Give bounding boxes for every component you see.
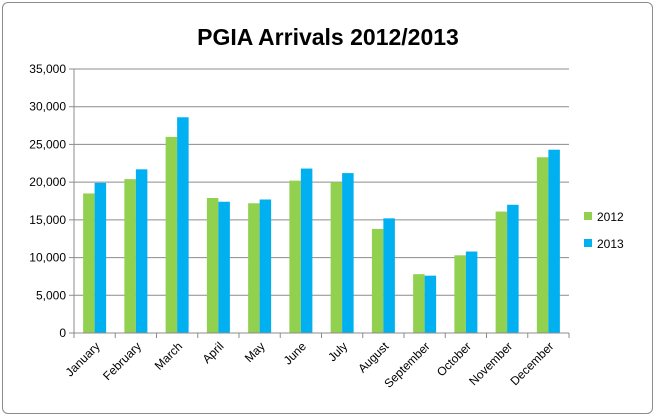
legend-item-2012: 2012: [584, 210, 624, 224]
bar-2012-june: [289, 180, 301, 333]
bar-2013-september: [424, 275, 437, 333]
bar-2013-august: [383, 218, 395, 333]
bar-2013-november: [507, 204, 519, 333]
x-tick-label-november: November: [466, 339, 515, 388]
bar-2013-december: [548, 149, 560, 333]
y-tick-label: 0: [59, 326, 66, 340]
chart-title: PGIA Arrivals 2012/2013: [197, 24, 459, 50]
bar-2013-february: [135, 169, 148, 333]
bar-2013-july: [342, 173, 354, 333]
bar-2013-march: [177, 117, 189, 333]
x-tick-label-october: October: [434, 339, 474, 379]
bar-2013-june: [300, 168, 313, 333]
legend-item-2013: 2013: [584, 237, 624, 251]
x-tick-label-february: February: [100, 339, 144, 383]
y-tick-label: 25,000: [29, 137, 66, 151]
legend: 2012 2013: [584, 210, 624, 251]
legend-label: 2013: [597, 237, 624, 251]
bar-2012-november: [495, 211, 508, 333]
bar-2012-september: [413, 274, 425, 333]
bar-2012-january: [83, 193, 95, 333]
bar-2013-october: [465, 251, 478, 333]
x-tick-label-july: July: [325, 339, 350, 364]
x-tick-label-january: January: [63, 339, 103, 379]
y-tick-label: 35,000: [29, 62, 66, 76]
bars-layer: [83, 117, 560, 333]
x-tick-label-december: December: [507, 339, 556, 388]
bar-2013-january: [94, 182, 107, 333]
legend-swatch: [584, 239, 592, 247]
bar-2013-may: [259, 199, 272, 333]
bar-2012-october: [454, 255, 466, 333]
bar-2013-april: [218, 201, 230, 333]
bar-2012-february: [124, 179, 136, 333]
bar-2012-may: [248, 203, 260, 333]
x-tick-label-april: April: [200, 339, 227, 366]
bar-2012-march: [165, 136, 178, 333]
bar-2012-august: [371, 228, 384, 333]
bar-2012-april: [206, 197, 219, 333]
y-tick-label: 30,000: [29, 100, 66, 114]
grid-layer: [74, 68, 569, 296]
x-tick-label-march: March: [152, 339, 185, 372]
y-tick-label: 10,000: [29, 251, 66, 265]
legend-label: 2012: [597, 210, 624, 224]
y-tick-label: 5,000: [36, 288, 66, 302]
legend-swatch: [584, 212, 592, 220]
x-tick-label-august: August: [355, 339, 392, 376]
x-tick-label-may: May: [242, 339, 268, 365]
x-tick-label-june: June: [281, 339, 310, 368]
y-tick-label: 15,000: [29, 213, 66, 227]
bar-2012-december: [536, 157, 549, 333]
bar-2012-july: [330, 182, 343, 333]
y-tick-label: 20,000: [29, 175, 66, 189]
